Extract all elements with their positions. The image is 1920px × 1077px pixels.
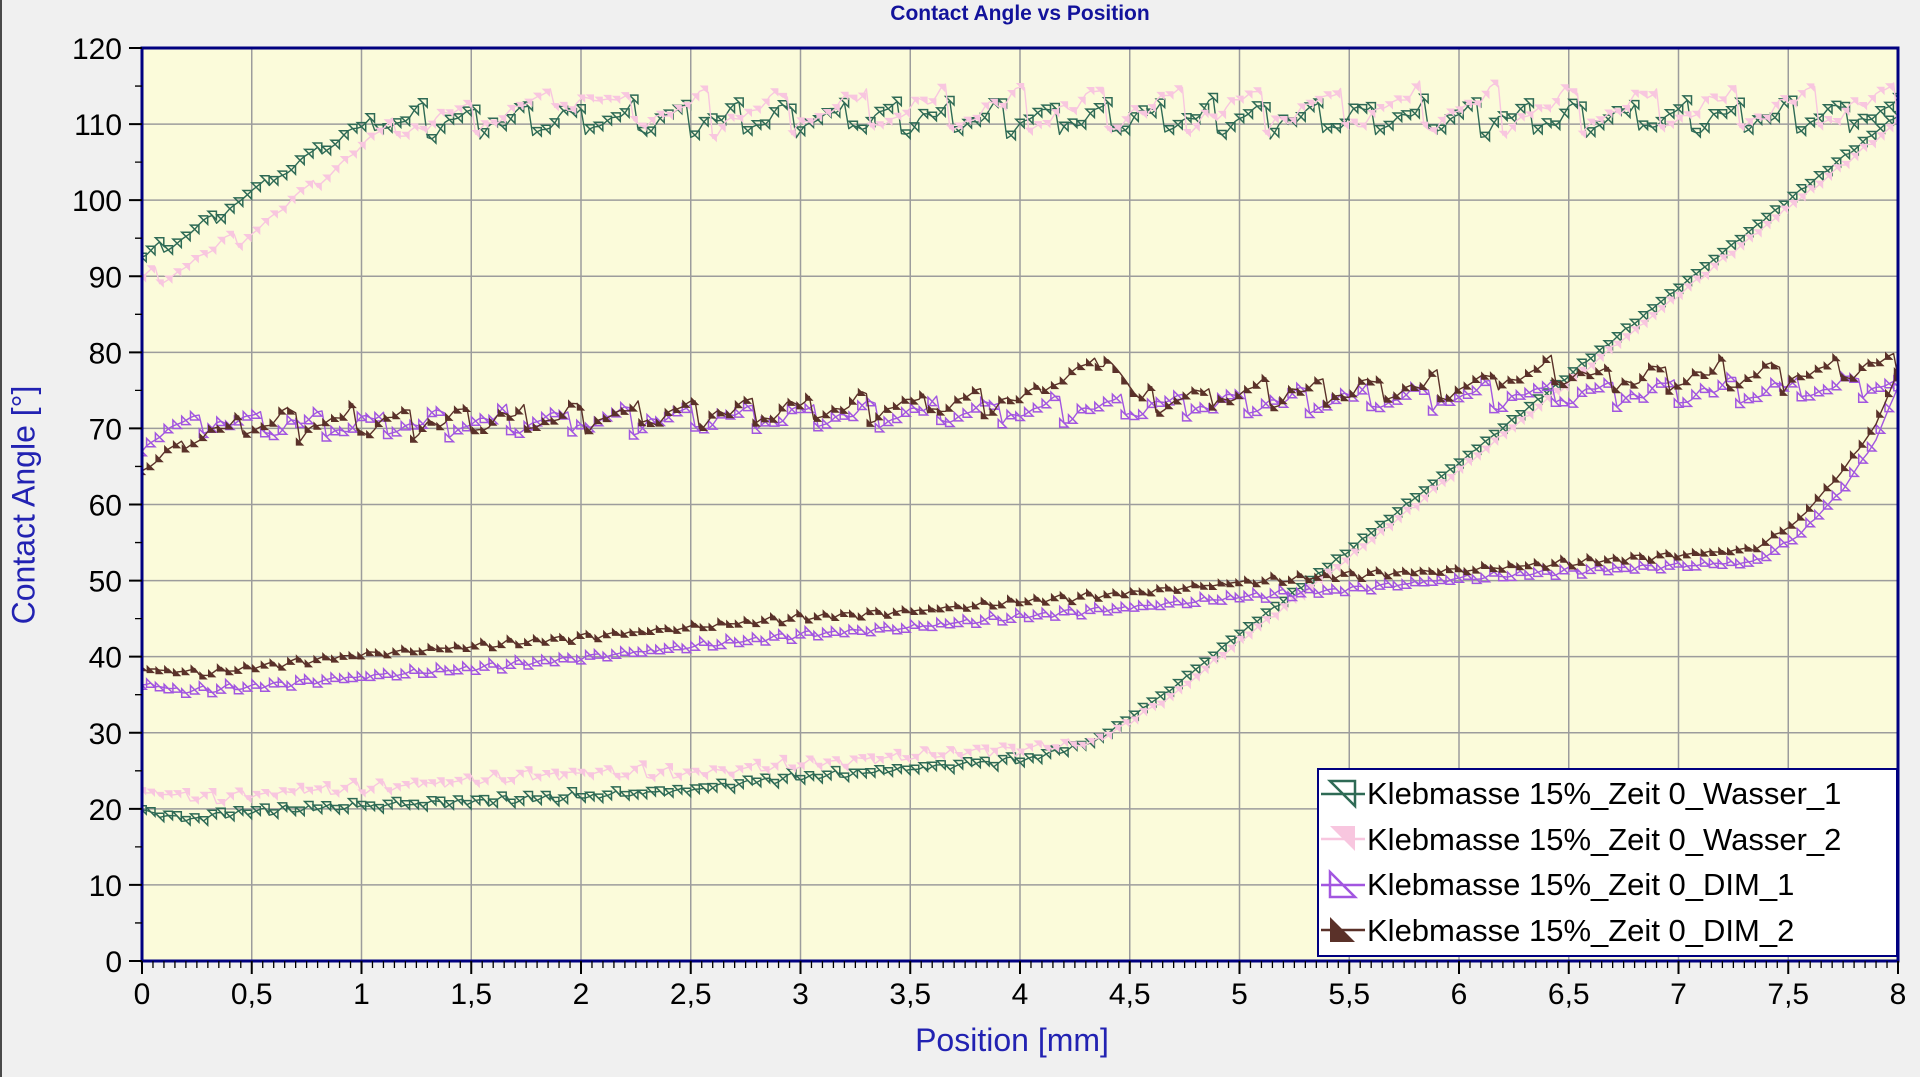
y-tick-label: 70 (89, 413, 122, 446)
legend-item: Klebmasse 15%_Zeit 0_DIM_2 (1319, 908, 1896, 954)
x-tick-label: 0 (134, 978, 151, 1011)
x-axis-title: Position [mm] (915, 1022, 1109, 1058)
y-tick-label: 40 (89, 642, 122, 675)
x-tick-label: 4,5 (1109, 978, 1151, 1011)
x-tick-label: 5,5 (1328, 978, 1370, 1011)
legend-marker-icon (1321, 826, 1365, 852)
x-tick-label: 8 (1890, 978, 1907, 1011)
window-left-edge (0, 0, 2, 1077)
x-tick-label: 5 (1231, 978, 1248, 1011)
x-tick-label: 1,5 (450, 978, 492, 1011)
x-tick-label: 3,5 (889, 978, 931, 1011)
x-tick-label: 2 (573, 978, 590, 1011)
y-tick-label: 80 (89, 337, 122, 370)
x-tick-label: 4 (1012, 978, 1029, 1011)
major-ticks (129, 47, 1899, 974)
legend-item: Klebmasse 15%_Zeit 0_DIM_1 (1319, 862, 1896, 908)
x-tick-label: 2,5 (670, 978, 712, 1011)
legend-item: Klebmasse 15%_Zeit 0_Wasser_2 (1319, 817, 1896, 863)
legend-item-label: Klebmasse 15%_Zeit 0_Wasser_1 (1367, 776, 1842, 812)
minor-ticks (135, 85, 1888, 968)
y-tick-label: 10 (89, 870, 122, 903)
x-tick-label: 0,5 (231, 978, 273, 1011)
series-markers-1-advancing (141, 79, 1899, 288)
y-tick-label: 0 (105, 946, 122, 979)
y-tick-label: 90 (89, 261, 122, 294)
y-tick-label: 120 (72, 33, 122, 66)
legend-item: Klebmasse 15%_Zeit 0_Wasser_1 (1319, 771, 1896, 817)
legend-item-label: Klebmasse 15%_Zeit 0_Wasser_2 (1367, 821, 1842, 857)
y-tick-label: 100 (72, 185, 122, 218)
grid-lines (142, 48, 1898, 961)
legend: Klebmasse 15%_Zeit 0_Wasser_1 Klebmasse 1… (1317, 768, 1898, 957)
legend-marker-icon (1321, 779, 1365, 809)
x-tick-label: 7 (1670, 978, 1687, 1011)
legend-item-label: Klebmasse 15%_Zeit 0_DIM_1 (1367, 867, 1795, 903)
y-axis-title: Contact Angle [°] (5, 385, 42, 625)
x-tick-label: 6,5 (1548, 978, 1590, 1011)
y-tick-label: 110 (74, 109, 122, 142)
y-tick-label: 20 (89, 794, 122, 827)
y-tick-label: 50 (89, 566, 122, 599)
x-tick-label: 7,5 (1767, 978, 1809, 1011)
legend-marker-icon (1321, 917, 1365, 943)
legend-marker-icon (1321, 868, 1365, 898)
chart-title: Contact Angle vs Position (890, 2, 1150, 25)
x-tick-label: 3 (792, 978, 809, 1011)
y-tick-label: 60 (89, 490, 122, 523)
legend-item-label: Klebmasse 15%_Zeit 0_DIM_2 (1367, 912, 1795, 948)
series-layer (141, 79, 1899, 828)
x-tick-label: 6 (1451, 978, 1468, 1011)
y-tick-label: 30 (89, 718, 122, 751)
x-tick-label: 1 (353, 978, 370, 1011)
